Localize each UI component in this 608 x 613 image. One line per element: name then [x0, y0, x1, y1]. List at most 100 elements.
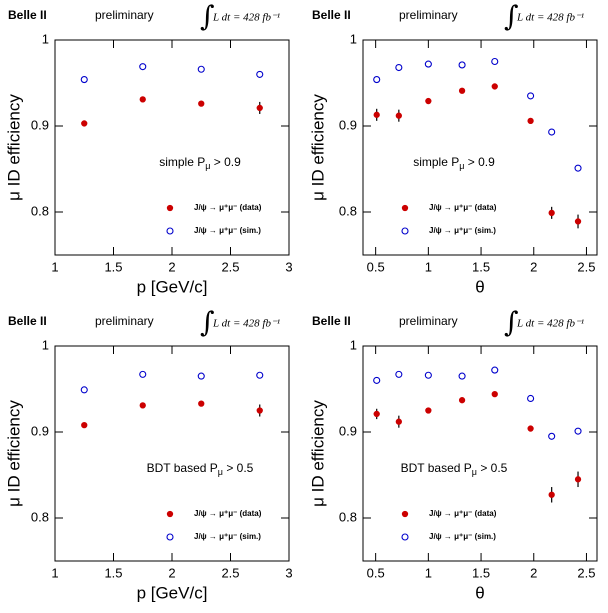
- x-tick-label: 2.5: [221, 259, 239, 274]
- selection-label: BDT based Pμ > 0.5: [147, 461, 254, 477]
- legend-label: J/ψ → μ⁺μ⁻ (data): [429, 203, 497, 212]
- selection-label: simple Pμ > 0.9: [413, 155, 495, 171]
- x-axis-label: θ: [475, 583, 484, 602]
- marker: [424, 60, 432, 68]
- marker: [197, 65, 205, 73]
- legend-marker: [401, 204, 409, 212]
- selection-label: BDT based Pμ > 0.5: [401, 461, 508, 477]
- x-tick-label: 1: [425, 565, 432, 580]
- x-tick-label: 3: [285, 259, 292, 274]
- selection-tail: > 0.9: [464, 155, 495, 169]
- marker: [395, 63, 403, 72]
- marker: [574, 164, 582, 172]
- marker: [373, 410, 380, 418]
- legend-marker: [166, 204, 174, 212]
- y-tick-label: 0.9: [339, 117, 357, 132]
- x-tick-label: 0.5: [367, 259, 385, 274]
- legend-label: J/ψ → μ⁺μ⁻ (data): [194, 203, 262, 212]
- integral-sign: ∫: [200, 0, 215, 33]
- marker: [395, 418, 402, 425]
- luminosity: L dt = 428 fb⁻¹: [212, 318, 280, 330]
- y-tick-label: 0.8: [31, 203, 49, 218]
- x-tick-label: 2: [530, 565, 537, 580]
- integral-sign: ∫: [200, 306, 215, 339]
- y-tick-label: 1: [42, 31, 49, 46]
- x-tick-label: 1.5: [472, 259, 490, 274]
- selection-tail: > 0.5: [223, 461, 254, 475]
- y-tick-label: 1: [350, 337, 357, 352]
- x-tick-label: 2: [530, 259, 537, 274]
- marker: [424, 371, 432, 379]
- legend-marker: [166, 510, 174, 518]
- integral-sign: ∫: [504, 306, 519, 339]
- x-tick-label: 2: [168, 259, 175, 274]
- experiment: Belle II: [312, 314, 351, 328]
- marker: [491, 57, 499, 66]
- marker: [81, 120, 88, 127]
- marker: [458, 397, 466, 404]
- marker: [256, 104, 263, 112]
- x-tick-label: 1.5: [104, 565, 122, 580]
- y-tick-label: 1: [350, 31, 357, 46]
- marker: [574, 427, 582, 435]
- integral-sign: ∫: [504, 0, 519, 33]
- experiment: Belle II: [8, 314, 47, 328]
- marker: [139, 402, 146, 409]
- legend-label: J/ψ → μ⁺μ⁻ (sim.): [194, 532, 261, 541]
- marker: [548, 432, 556, 440]
- selection-text: simple P: [413, 155, 459, 169]
- marker: [80, 76, 88, 84]
- marker: [425, 407, 432, 414]
- x-axis-label: p [GeV/c]: [137, 277, 208, 296]
- status: preliminary: [95, 314, 154, 328]
- y-axis-label: μ ID efficiency: [308, 94, 327, 201]
- x-tick-label: 1.5: [472, 565, 490, 580]
- marker: [373, 76, 381, 84]
- marker: [574, 476, 582, 483]
- x-axis-label: p [GeV/c]: [137, 583, 208, 602]
- legend-marker: [401, 533, 409, 541]
- y-tick-label: 0.8: [31, 509, 49, 524]
- y-tick-label: 1: [42, 337, 49, 352]
- y-tick-label: 0.9: [339, 423, 357, 438]
- x-tick-label: 3: [285, 565, 292, 580]
- selection-label: simple Pμ > 0.9: [159, 155, 241, 171]
- marker: [139, 63, 147, 71]
- plot-frame: [362, 345, 598, 562]
- marker: [574, 218, 582, 225]
- y-tick-label: 0.8: [339, 203, 357, 218]
- selection-text: simple P: [159, 155, 205, 169]
- luminosity: L dt = 428 fb⁻¹: [516, 318, 584, 330]
- selection-sub: μ: [472, 467, 477, 477]
- selection-sub: μ: [459, 161, 464, 171]
- marker: [458, 61, 466, 69]
- legend-label: J/ψ → μ⁺μ⁻ (data): [194, 509, 262, 518]
- selection-tail: > 0.5: [477, 461, 508, 475]
- marker: [80, 386, 88, 394]
- x-tick-label: 1: [51, 565, 58, 580]
- marker: [81, 421, 88, 429]
- x-tick-label: 0.5: [367, 565, 385, 580]
- y-tick-label: 0.9: [31, 423, 49, 438]
- marker: [491, 366, 499, 374]
- x-tick-label: 1.5: [104, 259, 122, 274]
- selection-tail: > 0.9: [210, 155, 241, 169]
- plot-frame: [54, 345, 290, 562]
- marker: [458, 372, 466, 380]
- marker: [548, 128, 556, 136]
- marker: [527, 425, 534, 432]
- marker: [139, 370, 147, 378]
- marker: [491, 83, 498, 90]
- marker: [256, 407, 263, 414]
- marker: [548, 209, 555, 217]
- luminosity: L dt = 428 fb⁻¹: [212, 12, 280, 24]
- x-tick-label: 2.5: [577, 565, 595, 580]
- legend-marker: [401, 227, 409, 235]
- marker: [198, 400, 205, 407]
- experiment: Belle II: [8, 8, 47, 22]
- marker: [139, 96, 146, 103]
- marker: [395, 370, 403, 378]
- luminosity: L dt = 428 fb⁻¹: [516, 12, 584, 24]
- y-tick-label: 0.8: [339, 509, 357, 524]
